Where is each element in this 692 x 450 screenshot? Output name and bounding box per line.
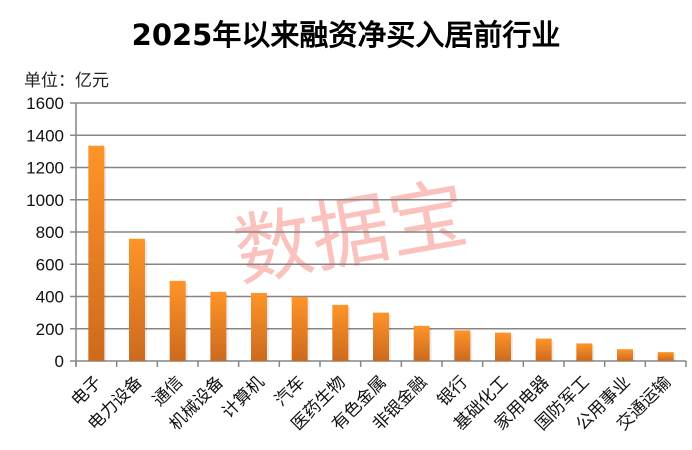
- watermark: 数据宝: [228, 169, 474, 298]
- bar: [373, 312, 389, 361]
- y-tick-label: 200: [36, 320, 64, 339]
- bar: [617, 349, 633, 361]
- bar: [413, 325, 430, 361]
- chart-title: 2025年以来融资净买入居前行业: [131, 18, 561, 52]
- y-tick-label: 800: [36, 223, 64, 242]
- x-tick-label: 计算机: [218, 372, 268, 422]
- bar: [332, 304, 349, 361]
- y-tick-label: 1000: [26, 191, 64, 210]
- bar: [291, 296, 308, 361]
- bar: [495, 332, 511, 361]
- bar: [535, 338, 552, 361]
- y-tick-label: 1600: [26, 94, 64, 113]
- bar: [88, 145, 105, 361]
- bar: [210, 291, 227, 361]
- bar: [129, 238, 145, 361]
- y-tick-label: 1200: [26, 159, 64, 178]
- bar: [251, 292, 267, 361]
- unit-label: 单位：亿元: [24, 71, 109, 91]
- y-tick-label: 400: [36, 288, 64, 307]
- y-tick-label: 1400: [26, 126, 64, 145]
- bar: [576, 343, 593, 361]
- bar: [169, 280, 186, 361]
- bar: [454, 330, 471, 361]
- bar: [657, 352, 674, 361]
- y-tick-label: 0: [55, 352, 64, 371]
- y-tick-label: 600: [36, 255, 64, 274]
